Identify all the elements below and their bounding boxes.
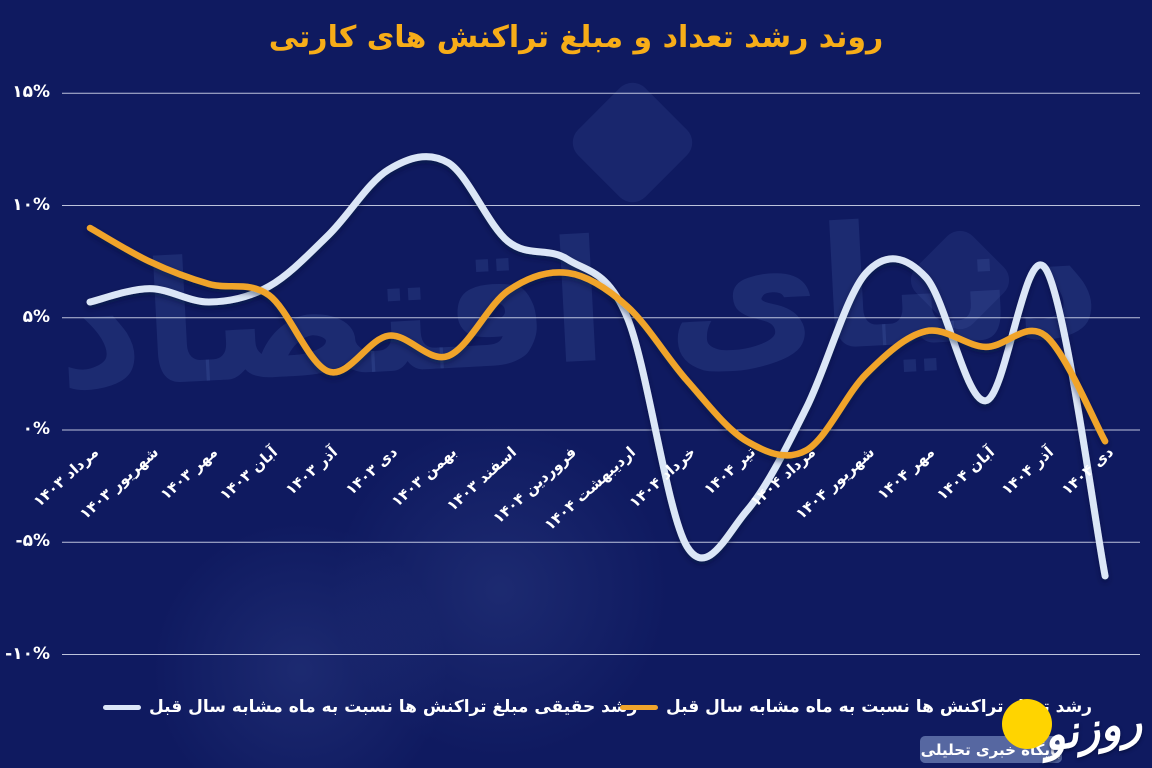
legend-item-count: رشد تعداد تراکنش ها نسبت به ماه مشابه سا… <box>620 697 1092 717</box>
y-axis-tick: -۵% <box>15 531 50 552</box>
gridlines <box>62 92 1140 655</box>
series-lines <box>86 153 1109 580</box>
legend-marker-amount <box>103 704 141 710</box>
y-axis-tick: ۰% <box>22 419 50 439</box>
chart-title: روند رشد تعداد و مبلغ تراکنش های کارتی <box>268 20 884 55</box>
y-axis-tick: -۱۰% <box>5 643 50 664</box>
legend-item-amount: رشد حقیقی مبلغ تراکنش ها نسبت به ماه مشا… <box>103 697 637 717</box>
amount-growth-line <box>86 153 1109 580</box>
y-axis-tick: ۵% <box>22 306 50 327</box>
count-growth-line <box>86 224 1109 459</box>
logo-circle-icon <box>1002 699 1052 749</box>
legend-label-amount: رشد حقیقی مبلغ تراکنش ها نسبت به ماه مشا… <box>149 697 638 717</box>
legend-label-count: رشد تعداد تراکنش ها نسبت به ماه مشابه سا… <box>666 697 1093 717</box>
y-axis-tick: ۱۵% <box>12 82 50 103</box>
y-axis-tick: ۱۰% <box>12 194 50 215</box>
legend-marker-count <box>620 704 658 710</box>
